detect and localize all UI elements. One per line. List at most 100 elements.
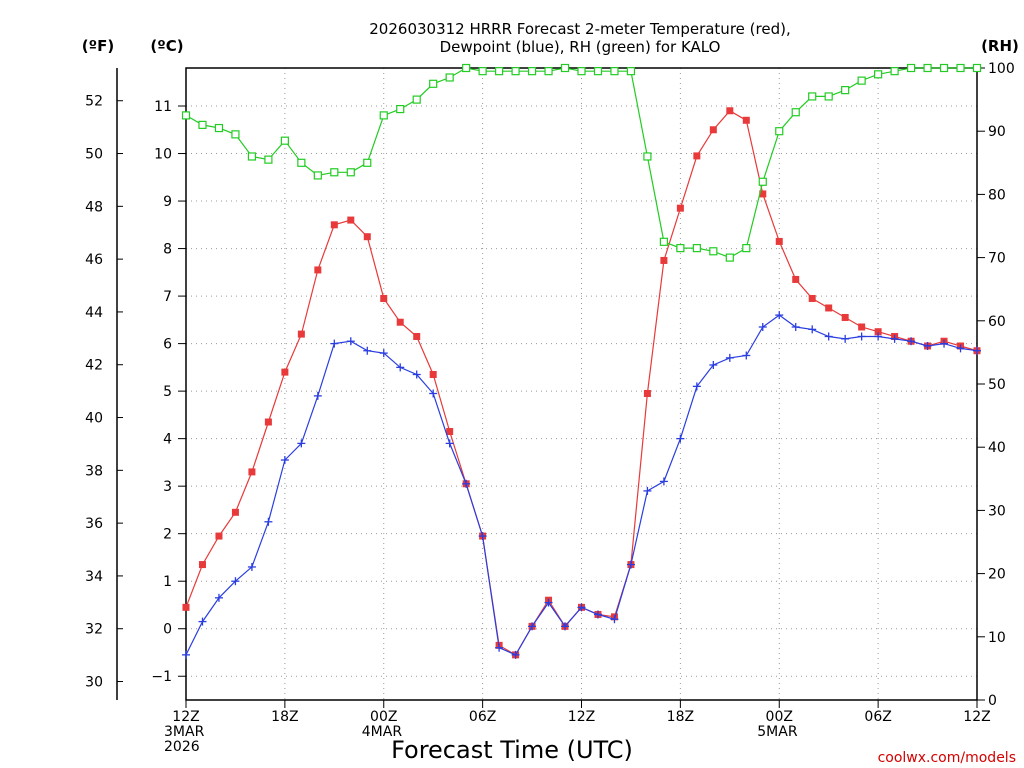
rh-point xyxy=(247,152,257,161)
rh-point xyxy=(198,120,207,129)
x-tick-label: 5MAR xyxy=(757,724,798,740)
temperature-point xyxy=(380,294,388,302)
temperature-point xyxy=(396,318,404,326)
temperature-point xyxy=(676,204,684,212)
dewpoint-point xyxy=(544,598,553,607)
unit-label-rh: (RH) xyxy=(981,37,1019,55)
rh-point xyxy=(577,67,586,76)
rh-point xyxy=(280,136,289,145)
axis-unit-labels: (ºF) (ºC) (RH) xyxy=(82,37,1019,55)
fahrenheit-tick-label: 38 xyxy=(85,463,103,479)
dewpoint-point xyxy=(495,643,504,652)
rh-point xyxy=(791,108,800,117)
dewpoint-point xyxy=(313,391,322,400)
rh-point xyxy=(626,67,636,76)
rh-point xyxy=(972,63,982,73)
rh-point xyxy=(412,95,421,104)
rh-point xyxy=(313,171,322,180)
temperature-point xyxy=(742,116,750,124)
dewpoint-point xyxy=(907,337,916,346)
x-tick-label: 06Z xyxy=(864,709,891,725)
dewpoint-point xyxy=(973,346,981,355)
dewpoint-point xyxy=(429,389,438,398)
x-tick-label: 06Z xyxy=(469,709,496,725)
dewpoint-point xyxy=(643,486,652,495)
temperature-point xyxy=(231,508,239,516)
rh-point xyxy=(824,92,833,101)
dewpoint-point xyxy=(280,456,289,465)
credit-link[interactable]: coolwx.com/models xyxy=(878,750,1016,766)
rh-point xyxy=(511,67,520,76)
dewpoint-point xyxy=(610,615,619,624)
fahrenheit-tick-label: 40 xyxy=(85,411,103,427)
rh-point xyxy=(330,168,339,177)
rh-tick-label: 90 xyxy=(988,124,1006,140)
celsius-tick-label: 10 xyxy=(154,147,172,163)
dewpoint-point xyxy=(676,434,685,443)
rh-point xyxy=(742,244,751,253)
dewpoint-point xyxy=(742,351,751,360)
rh-point xyxy=(659,237,668,246)
temperature-point xyxy=(330,221,338,229)
temperature-point xyxy=(643,390,651,398)
dewpoint-point xyxy=(247,562,256,571)
series-temperature xyxy=(182,107,981,659)
dewpoint-point xyxy=(445,439,454,448)
dewpoint-point xyxy=(412,370,421,379)
dewpoint-point xyxy=(956,344,965,353)
dewpoint-point xyxy=(923,341,932,350)
temperature-point xyxy=(792,275,800,283)
x-tick-label: 3MAR xyxy=(164,724,205,740)
dewpoint-point xyxy=(841,334,850,343)
temperature-point xyxy=(413,332,421,340)
chart-title-line: 2026030312 HRRR Forecast 2-meter Tempera… xyxy=(369,20,790,38)
celsius-tick-label: 11 xyxy=(154,99,172,115)
rh-point xyxy=(363,158,372,167)
rh-tick-label: 40 xyxy=(988,440,1006,456)
temperature-point xyxy=(215,532,223,540)
dewpoint-point xyxy=(561,622,570,631)
rh-point xyxy=(676,244,685,253)
dewpoint-point xyxy=(808,325,817,334)
temperature-point xyxy=(363,233,371,241)
rh-point xyxy=(857,76,866,85)
dewpoint-point xyxy=(758,322,767,331)
temperature-point xyxy=(248,468,256,476)
fahrenheit-tick-label: 50 xyxy=(85,147,103,163)
fahrenheit-tick-label: 44 xyxy=(85,305,103,321)
series-dewpoint xyxy=(182,311,981,659)
rh-point xyxy=(181,111,191,120)
rh-point xyxy=(495,67,504,76)
dewpoint-point xyxy=(528,622,537,631)
temperature-point xyxy=(841,313,849,321)
temperature-point xyxy=(858,323,866,331)
rh-tick-label: 0 xyxy=(988,693,997,709)
dewpoint-point xyxy=(577,603,586,612)
fahrenheit-tick-label: 34 xyxy=(85,569,103,585)
x-tick-label: 00Z xyxy=(766,709,793,725)
temperature-point xyxy=(808,294,816,302)
rh-point xyxy=(214,123,224,133)
rh-point xyxy=(478,67,487,76)
dewpoint-point xyxy=(874,332,883,341)
rh-point xyxy=(643,152,652,161)
temperature-point xyxy=(198,561,206,569)
temperature-point xyxy=(297,330,305,338)
rh-point xyxy=(725,253,734,262)
celsius-tick-label: 2 xyxy=(163,527,172,543)
celsius-tick-label: 4 xyxy=(163,432,172,448)
celsius-tick-label: 7 xyxy=(163,289,172,305)
rh-tick-label: 70 xyxy=(988,251,1006,267)
temperature-point xyxy=(693,152,701,160)
rh-point xyxy=(610,67,619,76)
dewpoint-point xyxy=(725,353,734,362)
temperature-point xyxy=(660,256,668,264)
dewpoint-point xyxy=(940,339,949,348)
temperature-point xyxy=(709,126,717,134)
dewpoint-point xyxy=(478,532,487,541)
rh-point xyxy=(346,168,355,177)
fahrenheit-tick-label: 42 xyxy=(85,358,103,374)
dewpoint-point xyxy=(791,322,800,331)
